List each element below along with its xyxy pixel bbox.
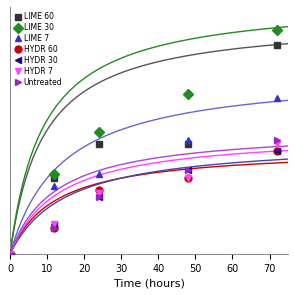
LIME 7 [275, 96, 279, 100]
LIME 30 [53, 173, 56, 176]
HYDR 7 [275, 142, 279, 146]
LIME 60 [53, 176, 56, 180]
LIME 30 [186, 93, 190, 96]
HYDR 60 [53, 226, 56, 229]
Untreated [8, 253, 12, 256]
HYDR 7 [186, 176, 190, 180]
Line: HYDR 60: HYDR 60 [6, 148, 281, 258]
HYDR 60 [186, 176, 190, 180]
LIME 7 [97, 173, 101, 176]
HYDR 60 [97, 188, 101, 191]
HYDR 30 [8, 253, 12, 256]
LIME 30 [8, 253, 12, 256]
Line: LIME 7: LIME 7 [6, 95, 281, 258]
Untreated [186, 169, 190, 172]
HYDR 7 [97, 191, 101, 195]
HYDR 30 [275, 150, 279, 153]
Untreated [97, 195, 101, 199]
LIME 60 [97, 142, 101, 146]
HYDR 60 [8, 253, 12, 256]
X-axis label: Time (hours): Time (hours) [114, 278, 184, 288]
LIME 60 [186, 142, 190, 146]
HYDR 30 [53, 222, 56, 225]
HYDR 60 [275, 150, 279, 153]
HYDR 7 [8, 253, 12, 256]
HYDR 7 [53, 222, 56, 225]
LIME 30 [97, 131, 101, 134]
Line: HYDR 7: HYDR 7 [6, 140, 281, 258]
LIME 30 [275, 28, 279, 32]
LIME 7 [8, 253, 12, 256]
LIME 60 [275, 43, 279, 47]
LIME 7 [186, 138, 190, 142]
HYDR 30 [186, 169, 190, 172]
Line: LIME 60: LIME 60 [6, 42, 281, 258]
Line: Untreated: Untreated [6, 137, 281, 258]
HYDR 30 [97, 195, 101, 199]
LIME 7 [53, 184, 56, 188]
LIME 60 [8, 253, 12, 256]
Line: LIME 30: LIME 30 [6, 26, 281, 258]
Legend: LIME 60, LIME 30, LIME 7, HYDR 60, HYDR 30, HYDR 7, Untreated: LIME 60, LIME 30, LIME 7, HYDR 60, HYDR … [14, 11, 64, 88]
Line: HYDR 30: HYDR 30 [6, 148, 281, 258]
Untreated [275, 138, 279, 142]
Untreated [53, 226, 56, 229]
